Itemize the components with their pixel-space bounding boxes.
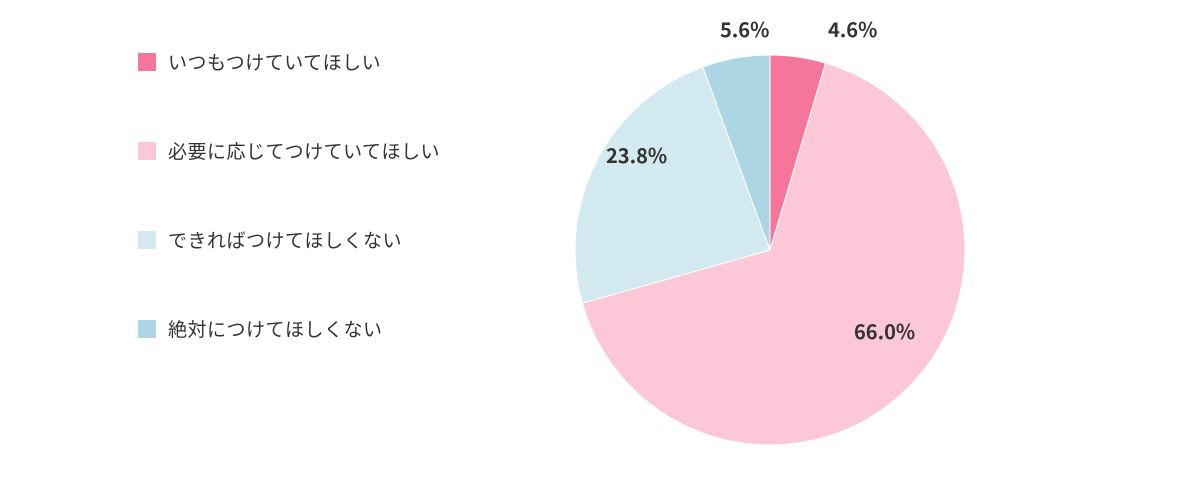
legend-swatch [138,231,156,249]
legend-item: いつもつけていてほしい [138,48,440,75]
slice-value-label: 23.8% [606,140,667,169]
slice-value-label: 5.6% [720,14,769,43]
legend-swatch [138,142,156,160]
slice-value-label: 66.0% [854,316,915,345]
legend-label: できればつけてほしくない [168,226,402,253]
legend-label: いつもつけていてほしい [168,48,381,75]
legend-item: できればつけてほしくない [138,226,440,253]
legend-swatch [138,320,156,338]
legend-label: 絶対につけてほしくない [168,315,383,342]
legend-item: 必要に応じてつけていてほしい [138,137,440,164]
legend-label: 必要に応じてつけていてほしい [168,137,440,164]
pie-chart [540,0,1000,500]
slice-value-label: 4.6% [828,14,877,43]
chart-container: いつもつけていてほしい 必要に応じてつけていてほしい できればつけてほしくない … [0,0,1200,500]
legend-swatch [138,53,156,71]
legend-item: 絶対につけてほしくない [138,315,440,342]
pie-area: 4.6% 66.0% 23.8% 5.6% [540,0,1000,500]
legend: いつもつけていてほしい 必要に応じてつけていてほしい できればつけてほしくない … [138,48,440,342]
